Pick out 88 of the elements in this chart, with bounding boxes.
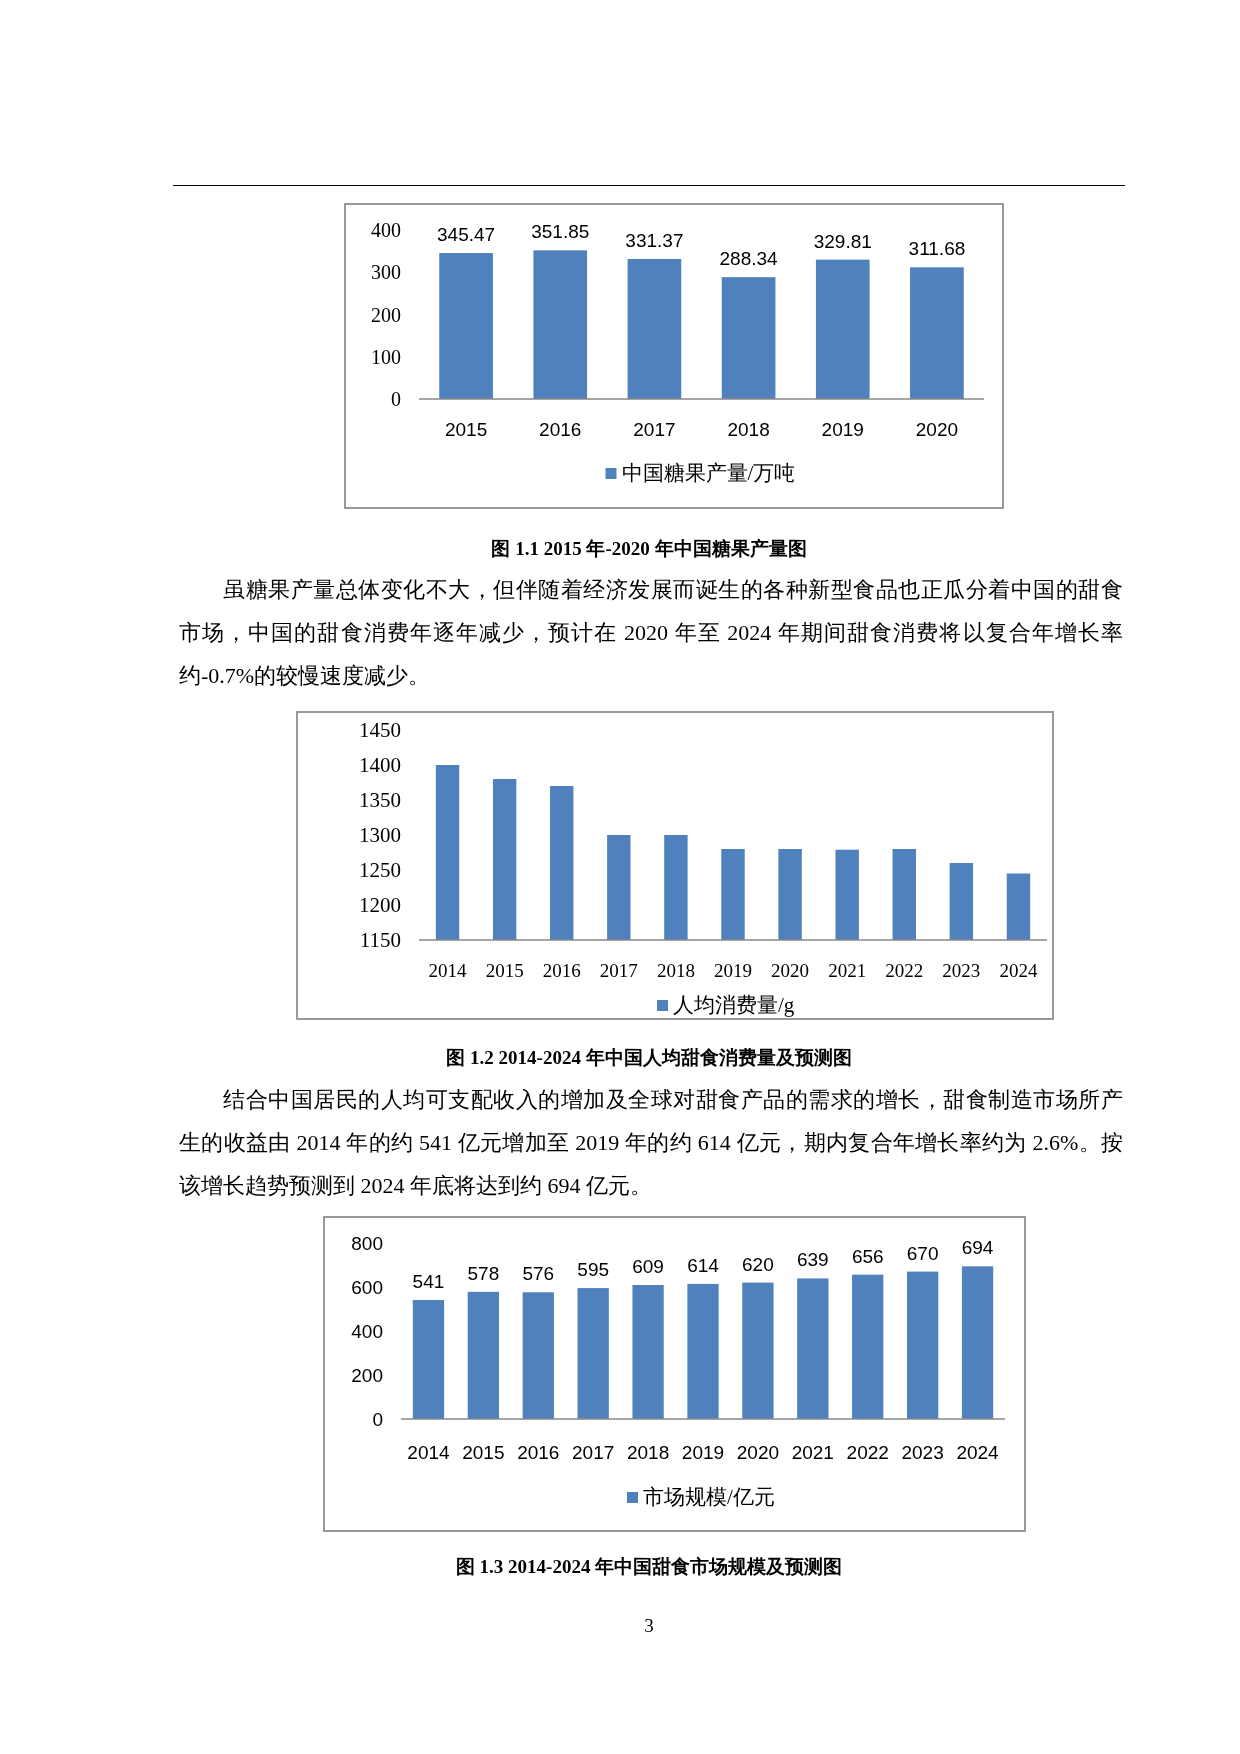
x-tick-label: 2017 (599, 959, 638, 981)
x-tick-label: 2018 (727, 418, 770, 440)
bar (522, 1292, 554, 1419)
data-label: 541 (412, 1270, 445, 1292)
data-label: 595 (577, 1259, 610, 1281)
x-tick-label: 2015 (485, 959, 524, 981)
y-tick-label: 1150 (359, 928, 401, 952)
data-label: 614 (687, 1254, 720, 1276)
y-tick-label: 1450 (359, 718, 401, 742)
y-tick-label: 1400 (359, 753, 401, 777)
bar (815, 259, 870, 399)
x-tick-label: 2023 (942, 959, 981, 981)
data-label: 576 (522, 1263, 555, 1285)
data-label: 620 (742, 1253, 774, 1275)
x-tick-label: 2020 (915, 418, 959, 440)
text: 虽糖果产量总体变化不大，但伴随着经济发展而诞生的各种新型食品也正瓜分着中国的甜食市场，中国的甜食消费年逐年减少，预计在 2020 年至 2024 年期间甜食消费将以复合年增长率约-0.7%的较慢速度减少。 (179, 576, 1123, 690)
data-label: 311.68 (908, 238, 966, 260)
text: 图 1.1 2015 年-2020 年中国糖果产量图 (490, 537, 808, 561)
x-tick-label: 2018 (626, 1441, 670, 1463)
y-tick-label: 600 (351, 1276, 383, 1298)
y-tick-label: 0 (372, 1408, 383, 1430)
bar (742, 1282, 774, 1419)
y-tick-label: 400 (351, 1320, 383, 1342)
x-tick-label: 2019 (821, 418, 864, 440)
bar (797, 1278, 829, 1419)
y-tick-label: 400 (371, 219, 401, 241)
data-label: 329.81 (813, 230, 872, 252)
x-tick-label: 2018 (656, 959, 695, 981)
bar (439, 253, 493, 399)
bar (533, 250, 588, 399)
y-tick-label: 1200 (359, 893, 401, 917)
x-tick-label: 2020 (736, 1441, 780, 1463)
bar (632, 1285, 664, 1419)
text: 图 1.2 2014-2024 年中国人均甜食消费量及预测图 (445, 1046, 853, 1070)
y-tick-label: 200 (371, 303, 401, 326)
x-tick-label: 2017 (572, 1441, 615, 1463)
data-label: 670 (906, 1242, 939, 1264)
data-label: 609 (632, 1256, 664, 1278)
bar (412, 1299, 445, 1419)
bar (852, 1274, 884, 1419)
bar (627, 259, 682, 399)
x-tick-label: 2019 (681, 1441, 725, 1463)
x-tick-label: 2022 (885, 959, 924, 981)
x-tick-label: 2022 (846, 1441, 889, 1463)
bar (910, 267, 964, 399)
bar (961, 1266, 994, 1419)
x-tick-label: 2021 (828, 959, 867, 981)
data-label: 578 (467, 1262, 500, 1284)
bar (687, 1283, 719, 1419)
data-label: 345.47 (437, 224, 496, 246)
x-tick-label: 2016 (539, 418, 582, 440)
x-tick-label: 2024 (999, 959, 1038, 981)
bar (577, 1288, 609, 1419)
x-tick-label: 2015 (444, 418, 488, 440)
x-tick-label: 2014 (428, 959, 468, 981)
x-tick-label: 2016 (517, 1441, 560, 1463)
x-tick-label: 2015 (462, 1441, 505, 1463)
x-tick-label: 2023 (901, 1441, 944, 1463)
data-label: 694 (961, 1237, 994, 1259)
x-tick-label: 2024 (956, 1441, 1000, 1463)
x-tick-label: 2019 (714, 959, 752, 981)
legend: 人均消费量/g (657, 993, 795, 1017)
data-label: 331.37 (625, 230, 684, 251)
bar (721, 277, 776, 399)
x-tick-label: 2016 (542, 959, 581, 981)
y-tick-label: 0 (391, 388, 401, 410)
bar (906, 1271, 939, 1419)
x-tick-label: 2014 (407, 1441, 451, 1463)
data-label: 351.85 (531, 221, 590, 243)
y-tick-label: 1250 (359, 858, 401, 882)
legend: 市场规模/亿元 (627, 1485, 775, 1509)
data-label: 639 (796, 1249, 829, 1271)
y-tick-label: 100 (371, 345, 401, 368)
y-tick-label: 200 (351, 1364, 383, 1386)
data-label: 288.34 (719, 248, 779, 270)
y-tick-label: 1300 (359, 823, 401, 847)
bar (467, 1291, 500, 1419)
text: 结合中国居民的人均可支配收入的增加及全球对甜食产品的需求的增长，甜食制造市场所产生的收益由 2014 年的约 541 亿元增加至 2019 年的约 614 亿元，期内复合年增长率约为 2.6%。按该增长趋势预测到 2024 年底将达到约 694 亿元。 (179, 1086, 1123, 1200)
y-tick-label: 1350 (359, 788, 401, 812)
x-tick-label: 2021 (791, 1441, 834, 1463)
data-label: 656 (851, 1245, 884, 1267)
text: 图 1.3 2014-2024 年中国甜食市场规模及预测图 (454, 1555, 844, 1579)
x-tick-label: 2020 (771, 959, 810, 981)
y-tick-label: 300 (371, 261, 401, 284)
x-tick-label: 2017 (633, 418, 676, 440)
y-tick-label: 800 (351, 1232, 383, 1254)
text: 3 (643, 1615, 655, 1637)
legend: 中国糖果产量/万吨 (605, 461, 796, 485)
